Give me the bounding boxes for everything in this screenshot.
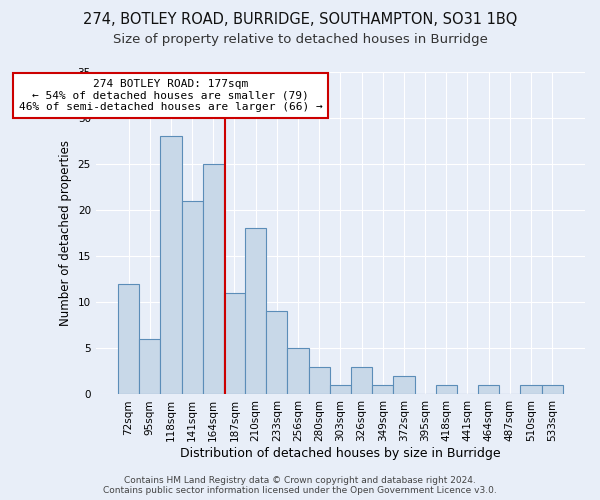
- Text: 274 BOTLEY ROAD: 177sqm
← 54% of detached houses are smaller (79)
46% of semi-de: 274 BOTLEY ROAD: 177sqm ← 54% of detache…: [19, 79, 322, 112]
- Bar: [266, 312, 287, 394]
- Bar: [520, 385, 542, 394]
- Bar: [182, 200, 203, 394]
- Bar: [308, 367, 330, 394]
- Bar: [436, 385, 457, 394]
- X-axis label: Distribution of detached houses by size in Burridge: Distribution of detached houses by size …: [180, 447, 500, 460]
- Bar: [372, 385, 394, 394]
- Bar: [118, 284, 139, 395]
- Bar: [542, 385, 563, 394]
- Bar: [139, 339, 160, 394]
- Y-axis label: Number of detached properties: Number of detached properties: [59, 140, 72, 326]
- Text: Size of property relative to detached houses in Burridge: Size of property relative to detached ho…: [113, 32, 487, 46]
- Text: 274, BOTLEY ROAD, BURRIDGE, SOUTHAMPTON, SO31 1BQ: 274, BOTLEY ROAD, BURRIDGE, SOUTHAMPTON,…: [83, 12, 517, 28]
- Bar: [330, 385, 351, 394]
- Bar: [287, 348, 308, 395]
- Text: Contains HM Land Registry data © Crown copyright and database right 2024.
Contai: Contains HM Land Registry data © Crown c…: [103, 476, 497, 495]
- Bar: [394, 376, 415, 394]
- Bar: [160, 136, 182, 394]
- Bar: [478, 385, 499, 394]
- Bar: [224, 293, 245, 394]
- Bar: [203, 164, 224, 394]
- Bar: [351, 367, 372, 394]
- Bar: [245, 228, 266, 394]
